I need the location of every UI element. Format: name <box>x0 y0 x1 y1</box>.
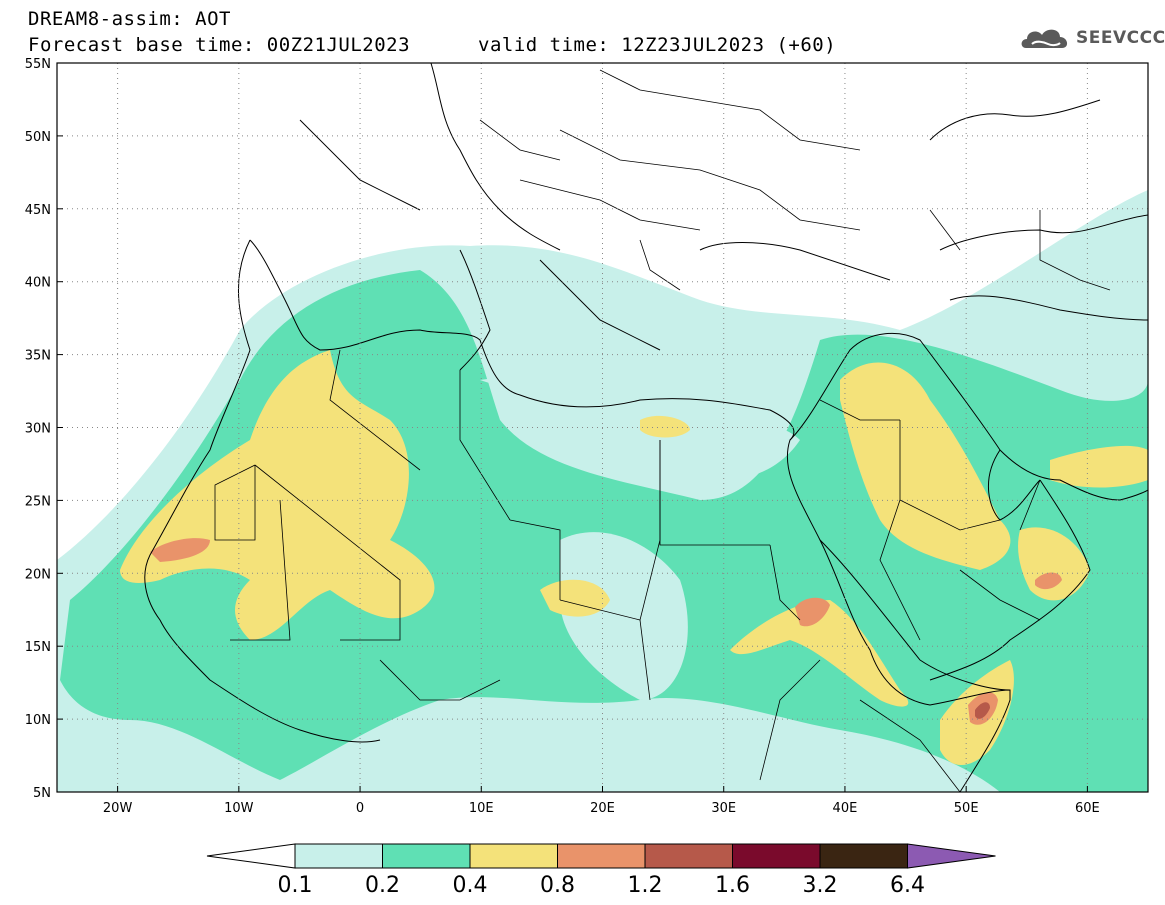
lat-tick-label: 5N <box>33 786 51 801</box>
lon-tick-label: 0 <box>356 801 364 816</box>
product-title: DREAM8-assim: AOT <box>28 8 231 30</box>
colorbar-box <box>294 843 383 869</box>
aot-band-1.2-somalia <box>975 702 990 719</box>
colorbar-level-label: 1.2 <box>628 873 663 898</box>
cloud-icon <box>1021 29 1068 48</box>
colorbar-level-label: 3.2 <box>803 873 838 898</box>
aot-band-0.8-oman <box>1035 572 1062 590</box>
colorbar-box <box>819 843 908 869</box>
lon-tick-label: 60E <box>1075 801 1100 816</box>
coastlines <box>144 63 1148 792</box>
colorbar-level-label: 6.4 <box>890 873 925 898</box>
colorbar-box <box>732 843 821 869</box>
aot-band-0.4-west <box>120 350 435 640</box>
aot-contours <box>57 63 1148 792</box>
country-borders <box>214 69 1111 792</box>
lat-tick-label: 15N <box>25 640 51 655</box>
lat-tick-label: 35N <box>25 349 51 364</box>
seevccc-logo: SEEVCCC <box>1018 22 1165 56</box>
aot-band-0.4-libya <box>640 415 690 438</box>
axis-ticks <box>57 62 1088 793</box>
colorbar-box <box>469 843 558 869</box>
aot-band-0.4-redsea <box>730 600 909 707</box>
lon-tick-label: 40E <box>833 801 858 816</box>
lat-lon-grid <box>57 63 1148 792</box>
aot-band-0.4-sahel <box>540 579 610 617</box>
lat-tick-label: 10N <box>25 713 51 728</box>
lat-axis-labels: 5N 10N 15N 20N 25N 30N 35N 40N 45N 50N 55N <box>25 57 51 801</box>
aot-band-0.8-mauritania <box>150 538 210 562</box>
lat-tick-label: 55N <box>25 57 51 72</box>
lon-tick-label: 30E <box>711 801 736 816</box>
colorbar-level-label: 0.1 <box>278 873 313 898</box>
colorbar-over-arrow <box>907 843 996 869</box>
colorbar-box <box>382 843 471 869</box>
colorbar: 0.1 0.2 0.4 0.8 1.2 1.6 3.2 6.4 <box>206 843 996 898</box>
lon-tick-label: 20E <box>590 801 615 816</box>
lat-tick-label: 30N <box>25 422 51 437</box>
colorbar-box <box>644 843 733 869</box>
colorbar-level-label: 0.2 <box>365 873 400 898</box>
colorbar-level-label: 0.8 <box>540 873 575 898</box>
aot-band-0.4-east <box>1050 445 1148 488</box>
colorbar-under-arrow <box>206 843 296 869</box>
colorbar-level-label: 0.4 <box>453 873 488 898</box>
lat-tick-label: 20N <box>25 567 51 582</box>
lon-tick-label: 10W <box>224 801 254 816</box>
lat-tick-label: 25N <box>25 494 51 509</box>
aot-band-0.4-arabia <box>840 362 1011 570</box>
colorbar-level-label: 1.6 <box>715 873 750 898</box>
valid-time: valid time: 12Z23JUL2023 (+60) <box>478 34 837 56</box>
lat-tick-label: 50N <box>25 130 51 145</box>
forecast-base-time: Forecast base time: 00Z21JUL2023 <box>28 34 411 56</box>
colorbar-box <box>557 843 646 869</box>
lon-axis-labels: 20W 10W 0 10E 20E 30E 40E 50E 60E <box>103 801 1100 816</box>
lon-tick-label: 20W <box>103 801 133 816</box>
lon-tick-label: 50E <box>954 801 979 816</box>
aot-band-0.8-eritrea <box>795 597 830 627</box>
logo-text: SEEVCCC <box>1076 28 1165 48</box>
lat-tick-label: 40N <box>25 276 51 291</box>
lat-tick-label: 45N <box>25 203 51 218</box>
lon-tick-label: 10E <box>469 801 494 816</box>
